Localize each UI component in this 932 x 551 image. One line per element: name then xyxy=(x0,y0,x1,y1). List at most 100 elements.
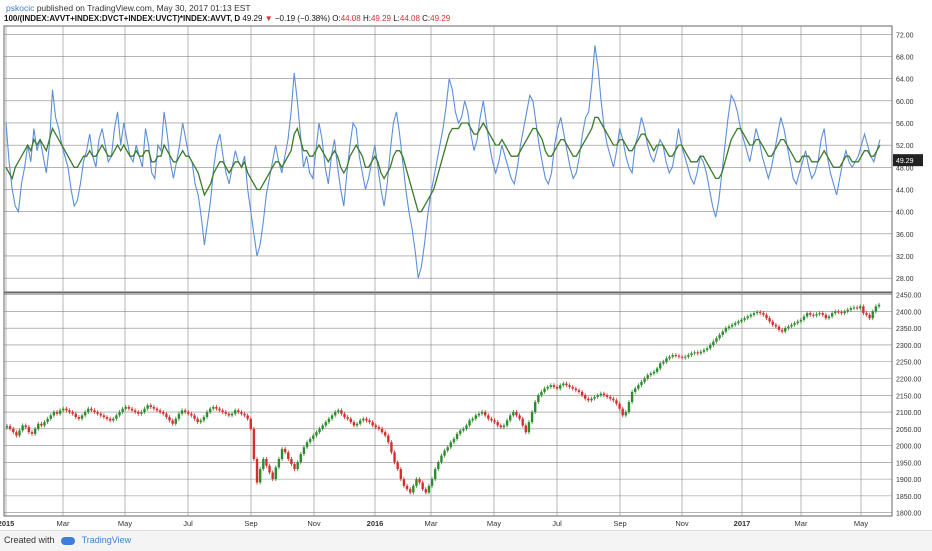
candle-body xyxy=(458,430,462,434)
close-value: 49.29 xyxy=(430,14,451,23)
candle-body xyxy=(659,363,662,369)
y-tick-label-top: 40.00 xyxy=(896,210,914,217)
candle-body xyxy=(37,423,40,429)
candle-body xyxy=(102,415,106,418)
candle-body xyxy=(96,412,99,414)
candle-body xyxy=(587,398,590,401)
candle-body xyxy=(580,391,584,396)
candle-body xyxy=(80,415,84,419)
candle-body xyxy=(180,410,184,414)
x-tick-label: Jul xyxy=(183,519,193,528)
author-link[interactable]: pskocic xyxy=(6,3,35,13)
last-price: 49.29 xyxy=(242,14,263,23)
candle-body xyxy=(230,413,234,416)
candle-body xyxy=(130,408,134,411)
y-tick-label-top: 64.00 xyxy=(896,77,914,84)
candle-body xyxy=(646,375,649,379)
candle-body xyxy=(443,450,446,456)
candle-body xyxy=(562,383,565,386)
candle-body xyxy=(396,462,399,470)
candle-body xyxy=(705,348,709,351)
candle-body xyxy=(24,425,27,428)
candle-body xyxy=(365,418,368,421)
y-tick-label-top: 68.00 xyxy=(896,54,914,61)
candle-body xyxy=(418,479,421,483)
candle-body xyxy=(465,425,468,429)
candle-body xyxy=(518,415,521,419)
candle-body xyxy=(308,438,312,443)
candle-body xyxy=(546,386,549,389)
x-tick-label: May xyxy=(854,519,868,528)
candle-body xyxy=(52,412,56,416)
y-tick-label-bottom: 2450.00 xyxy=(896,293,921,300)
candle-body xyxy=(33,428,37,434)
candle-body xyxy=(380,428,384,433)
candle-body xyxy=(821,313,824,315)
candle-body xyxy=(296,462,299,470)
candle-body xyxy=(596,395,599,397)
candle-body xyxy=(140,412,143,414)
candle-body xyxy=(12,428,15,433)
candle-body xyxy=(859,306,862,309)
candle-body xyxy=(805,313,809,317)
candle-body xyxy=(387,435,390,443)
candle-body xyxy=(724,328,728,332)
candle-body xyxy=(871,311,874,319)
candle-body xyxy=(549,385,553,387)
candle-body xyxy=(433,469,437,480)
x-tick-label: May xyxy=(487,519,501,528)
candle-body xyxy=(477,413,481,416)
candle-body xyxy=(349,418,352,423)
candle-body xyxy=(412,485,415,493)
candle-body xyxy=(515,412,518,416)
open-label: O: xyxy=(332,14,341,23)
candle-body xyxy=(305,442,309,448)
tradingview-brand-link[interactable]: TradingView xyxy=(81,535,132,545)
high-label: H: xyxy=(362,14,371,23)
candle-body xyxy=(490,418,493,421)
candle-body xyxy=(743,318,746,320)
candle-body xyxy=(299,453,302,463)
candle-body xyxy=(127,407,131,409)
candle-body xyxy=(777,326,781,330)
candle-body xyxy=(862,306,865,314)
candle-body xyxy=(355,423,359,426)
candle-body xyxy=(18,430,21,436)
candle-body xyxy=(265,458,268,466)
footer: Created with TradingView xyxy=(4,535,131,545)
y-tick-label-top: 56.00 xyxy=(896,121,914,128)
candle-body xyxy=(205,412,209,418)
candle-body xyxy=(133,410,137,413)
candle-body xyxy=(337,410,340,413)
candle-body xyxy=(702,350,706,352)
candle-body xyxy=(362,418,365,421)
candle-body xyxy=(415,479,418,486)
candle-body xyxy=(462,428,465,431)
y-tick-label-bottom: 2000.00 xyxy=(896,444,921,451)
candle-body xyxy=(780,329,784,332)
symbol-name[interactable]: 100/(INDEX:AVVT+INDEX:DVCT+INDEX:UVCT)*I… xyxy=(4,14,241,23)
candle-body xyxy=(712,341,715,345)
y-tick-label-bottom: 2200.00 xyxy=(896,377,921,384)
candle-body xyxy=(227,413,231,416)
y-tick-label-bottom: 1950.00 xyxy=(896,460,921,467)
candle-body xyxy=(521,418,524,426)
close-label: C: xyxy=(422,14,431,23)
candle-body xyxy=(540,391,543,396)
candle-body xyxy=(280,448,284,459)
candle-body xyxy=(512,412,515,416)
candle-body xyxy=(655,368,659,372)
y-tick-label-top: 52.00 xyxy=(896,143,914,150)
candle-body xyxy=(590,398,593,401)
candle-body xyxy=(43,422,46,426)
candle-body xyxy=(621,408,624,416)
candle-body xyxy=(649,373,653,376)
candle-body xyxy=(559,385,562,389)
open-value: 44.08 xyxy=(340,14,361,23)
candle-body xyxy=(824,314,828,319)
candle-body xyxy=(530,412,534,423)
candle-body xyxy=(818,313,821,315)
candle-body xyxy=(346,417,349,419)
candle-body xyxy=(677,355,681,357)
candle-body xyxy=(124,407,127,409)
